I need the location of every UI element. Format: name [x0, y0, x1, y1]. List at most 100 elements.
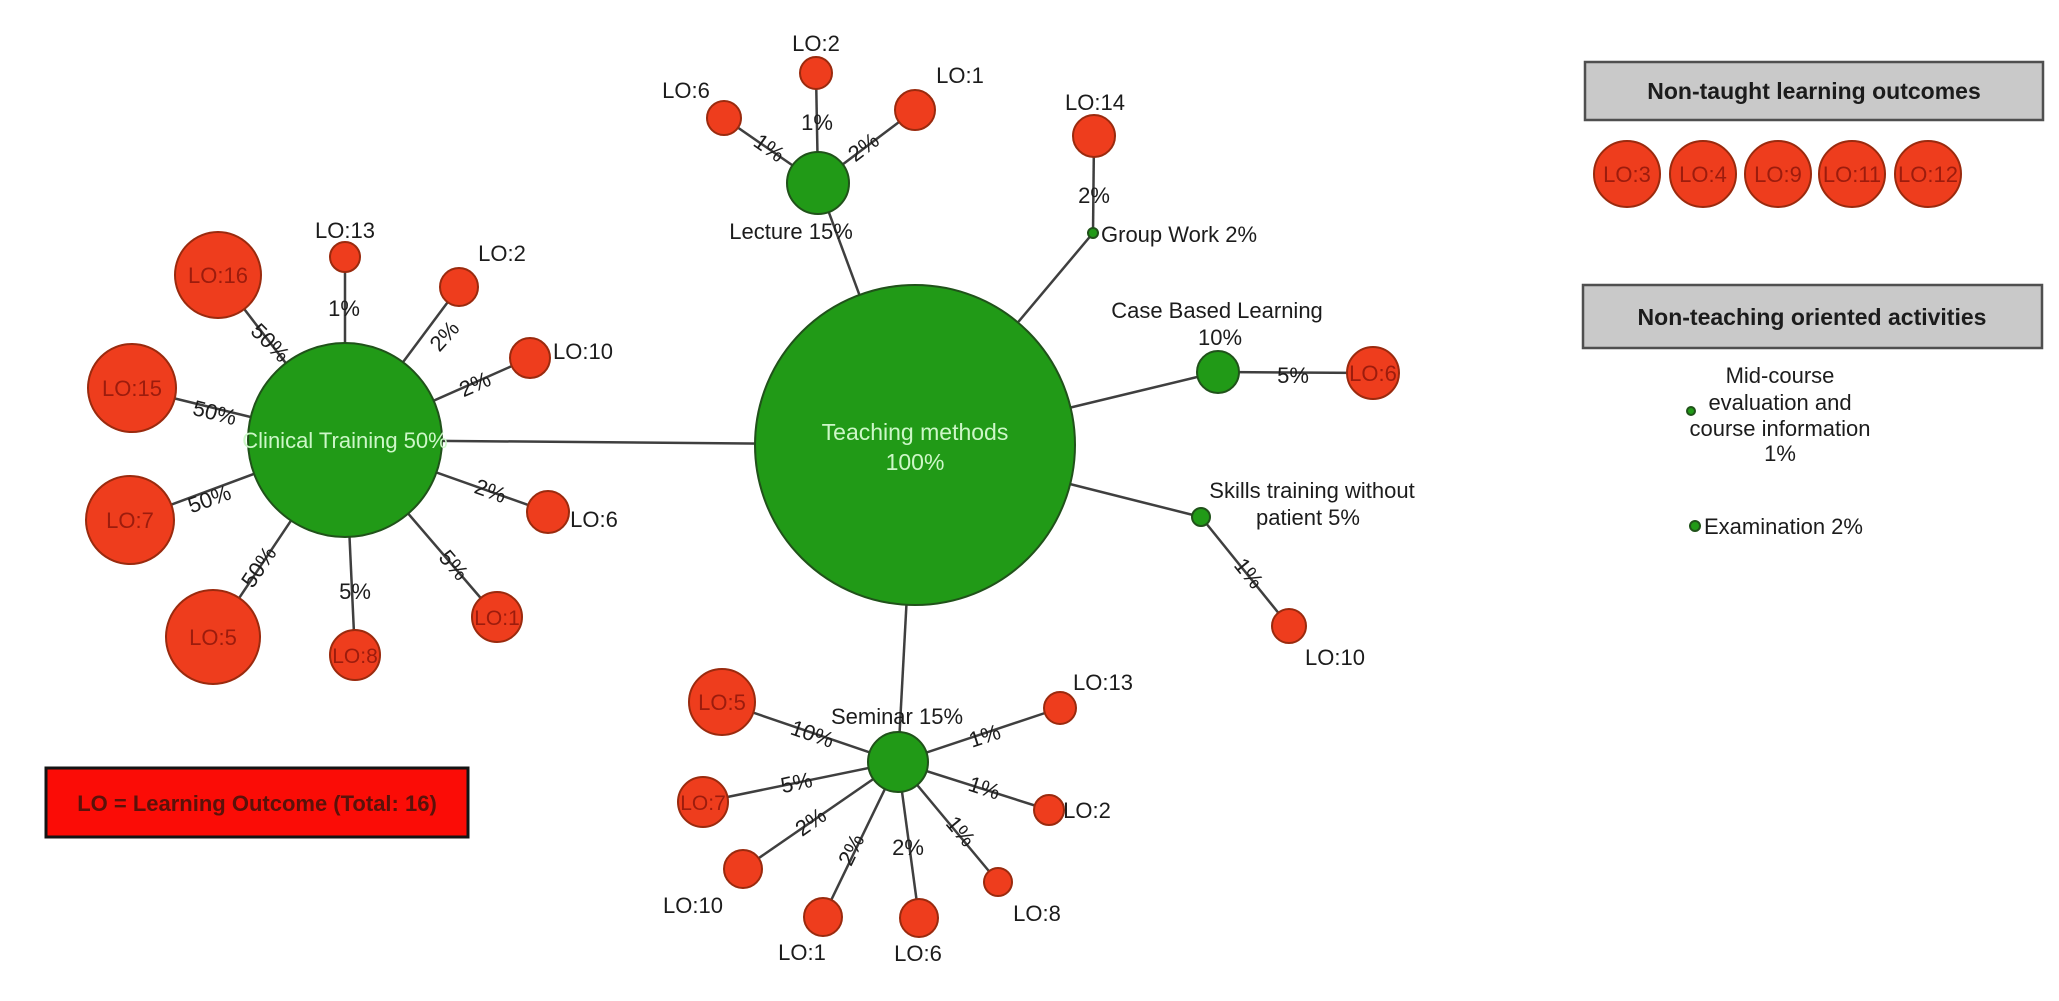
- seminar-lo6-node: [899, 898, 939, 938]
- legend-lo4-label: LO:4: [1679, 162, 1727, 187]
- clinical-lo5-node: [165, 589, 261, 685]
- legend-non-teaching-box: [1581, 283, 2044, 350]
- seminar-lo8-pct: 1%: [941, 811, 981, 851]
- casebased-lo6-pct: 5%: [1277, 363, 1309, 388]
- clinical-lo1-node: [471, 591, 523, 643]
- seminar-lo7-pct: 5%: [778, 767, 814, 798]
- teaching-methods-label-line2: 100%: [886, 449, 945, 475]
- seminar-lo-nodes: [677, 668, 1077, 938]
- clinical-lo7-pct: 50%: [184, 480, 234, 519]
- clinical-lo7-label: LO:7: [106, 508, 154, 533]
- seminar-lo10-label: LO:10: [663, 893, 723, 918]
- group-work-label: Group Work 2%: [1101, 222, 1257, 247]
- group-work-node: [1087, 227, 1099, 239]
- clinical-lo16-label: LO:16: [188, 263, 248, 288]
- skills-lo10-node: [1271, 608, 1307, 644]
- seminar-lo10-node: [723, 849, 763, 889]
- teaching-methods-node: [754, 284, 1076, 606]
- examination-dot: [1689, 520, 1701, 532]
- seminar-lo8-node: [983, 867, 1013, 897]
- casebased-lo6-node: [1346, 346, 1400, 400]
- clinical-lo8-label: LO:8: [332, 645, 378, 668]
- seminar-lo8-label: LO:8: [1013, 901, 1061, 926]
- lecture-lo1-label: LO:1: [936, 63, 984, 88]
- casebased-lo6-label: LO:6: [1349, 361, 1397, 386]
- lecture-lo6-pct: 1%: [749, 128, 789, 167]
- clinical-lo10-label: LO:10: [553, 339, 613, 364]
- seminar-lo7-node: [677, 776, 729, 828]
- clinical-lo16-pct: 50%: [246, 318, 295, 367]
- seminar-lo1-label: LO:1: [778, 940, 826, 965]
- mid-course-dot: [1686, 406, 1696, 416]
- mid-course-label-line3: course information: [1690, 416, 1871, 441]
- lecture-lo2-label: LO:2: [792, 31, 840, 56]
- case-based-learning-node: [1196, 350, 1240, 394]
- clinical-lo16-node: [174, 231, 262, 319]
- clinical-training-label: Clinical Training 50%: [242, 428, 447, 453]
- info-box-rect: [44, 766, 470, 839]
- mid-course-label-line2: evaluation and: [1708, 390, 1851, 415]
- clinical-lo6-node: [526, 490, 570, 534]
- seminar-lo1-node: [803, 897, 843, 937]
- legend-lo9-node: [1744, 140, 1812, 208]
- clinical-lo15-pct: 50%: [190, 395, 239, 430]
- seminar-lo13-node: [1043, 691, 1077, 725]
- lecture-label: Lecture 15%: [729, 219, 853, 244]
- skills-label-line2: patient 5%: [1256, 505, 1360, 530]
- legend-lo12-node: [1894, 140, 1962, 208]
- seminar-lo6-label: LO:6: [894, 941, 942, 966]
- clinical-lo5-pct: 50%: [236, 542, 281, 592]
- clinical-lo5-label: LO:5: [189, 625, 237, 650]
- seminar-lo6-pct: 2%: [892, 835, 924, 860]
- examination-label: Examination 2%: [1704, 514, 1863, 539]
- seminar-lo2-pct: 1%: [965, 771, 1003, 805]
- seminar-lo1-pct: 2%: [833, 830, 869, 870]
- groupwork-lo14-node: [1072, 114, 1116, 158]
- clinical-training-node: [247, 342, 443, 538]
- seminar-lo5-pct: 10%: [788, 715, 838, 753]
- lecture-lo2-node: [799, 56, 833, 90]
- legend-non-teaching-title: Non-teaching oriented activities: [1638, 304, 1987, 330]
- clinical-lo2-node: [439, 267, 479, 307]
- lecture-node: [786, 151, 850, 215]
- clinical-lo8-node: [329, 629, 381, 681]
- clinical-lo13-label: LO:13: [315, 218, 375, 243]
- clinical-lo13-pct: 1%: [328, 296, 360, 321]
- legend-non-taught: Non-taught learning outcomes LO:3 LO:4 L…: [1583, 60, 2045, 208]
- clinical-lo15-node: [87, 343, 177, 433]
- lecture-lo1-node: [894, 89, 936, 131]
- legend-lo3-label: LO:3: [1603, 162, 1651, 187]
- seminar-lo13-pct: 1%: [966, 719, 1004, 753]
- clinical-lo7-node: [85, 475, 175, 565]
- legend-lo12-label: LO:12: [1898, 162, 1958, 187]
- legend-lo11-node: [1818, 140, 1886, 208]
- seminar-lo2-node: [1033, 794, 1065, 826]
- clinical-lo-nodes: [85, 231, 570, 685]
- groupwork-lo14-pct: 2%: [1078, 183, 1110, 208]
- skills-label-line1: Skills training without: [1209, 478, 1414, 503]
- teaching-methods-label-line1: Teaching methods: [822, 419, 1009, 445]
- case-based-label-line2: 10%: [1198, 325, 1242, 350]
- edge-seminar-lo7: [702, 760, 899, 804]
- legend-non-taught-box: [1583, 60, 2045, 122]
- info-box-label: LO = Learning Outcome (Total: 16): [77, 791, 437, 816]
- mid-course-label-line1: Mid-course: [1726, 363, 1835, 388]
- seminar-lo2-label: LO:2: [1063, 798, 1111, 823]
- lecture-lo-nodes: [706, 56, 936, 136]
- edge-seminar-lo10: [742, 760, 899, 871]
- skills-lo10-label: LO:10: [1305, 645, 1365, 670]
- clinical-lo2-label: LO:2: [478, 241, 526, 266]
- info-box: LO = Learning Outcome (Total: 16): [44, 766, 470, 839]
- clinical-lo6-pct: 2%: [471, 474, 509, 508]
- case-based-label-line1: Case Based Learning: [1111, 298, 1323, 323]
- legend-non-taught-title: Non-taught learning outcomes: [1647, 78, 1981, 104]
- legend-non-teaching: Non-teaching oriented activities Mid-cou…: [1581, 283, 2044, 539]
- clinical-lo6-label: LO:6: [570, 507, 618, 532]
- seminar-label: Seminar 15%: [831, 704, 963, 729]
- skills-training-node: [1191, 507, 1211, 527]
- clinical-lo2-pct: 2%: [424, 316, 464, 356]
- clinical-lo10-node: [509, 337, 551, 379]
- clinical-lo1-label: LO:1: [474, 607, 520, 630]
